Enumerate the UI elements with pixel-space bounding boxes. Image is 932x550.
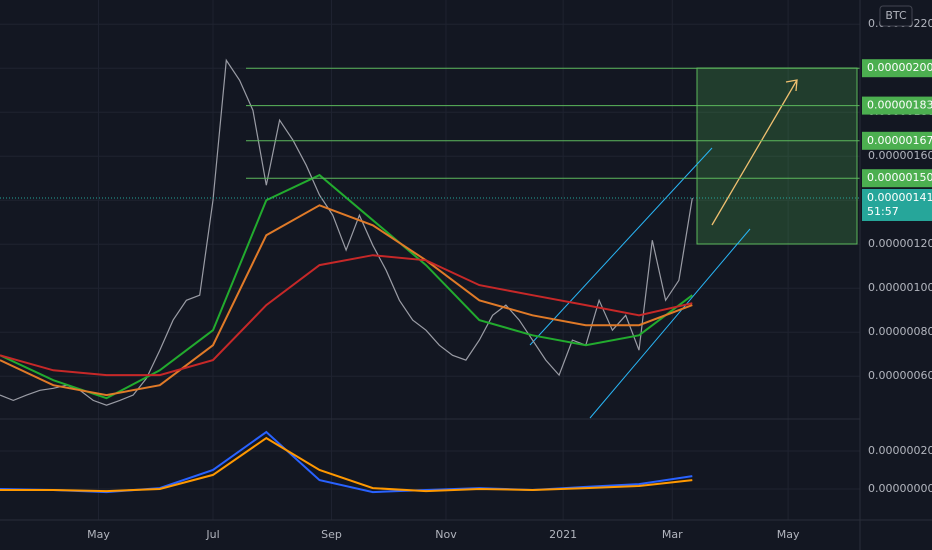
symbol-label[interactable]: BTC [885,9,907,22]
projection-arrow [711,79,798,226]
x-tick-label: May [777,528,800,541]
level-label: 0.00000183 [867,99,932,112]
x-tick-label: Sep [321,528,342,541]
level-badge [862,96,932,115]
level-badge [862,59,932,78]
target-box [696,67,858,245]
level-badge [862,169,932,188]
last-price-badge [862,189,932,221]
level-label: 0.00000167 [867,134,932,147]
level-badge [862,131,932,150]
x-tick-label: 2021 [549,528,577,541]
y-tick-label: 0.00000120 [868,237,932,250]
series-line [0,436,693,493]
y-tick-label: 0.00000020 [868,444,932,457]
price-axis: May Jul Sep Nov 2021 Mar May 0.00000060 0.000000… [87,17,932,541]
y-tick-label: 0.00000100 [868,281,932,294]
series-line [0,58,693,406]
x-tick-label: Nov [435,528,457,541]
y-tick-label: 0.00000160 [868,149,932,162]
countdown: 51:57 [867,205,899,218]
level-label: 0.00000150 [867,171,932,184]
x-tick-label: Jul [205,528,219,541]
y-tick-label: 0.00000080 [868,325,932,338]
channel-upper [529,147,713,346]
series-line [0,204,693,397]
level-label: 0.00000200 [867,61,932,74]
x-tick-label: Mar [662,528,683,541]
last-price-label: 0.00000141 [867,191,932,204]
series-layer [0,58,860,494]
channel-lower [589,228,751,419]
symbol-button[interactable] [879,5,913,27]
series-line [0,254,693,377]
arrow-head [785,79,798,92]
y-tick-label: 0.00000060 [868,369,932,382]
y-tick-label: 0.00000000 [868,482,932,495]
x-tick-label: May [87,528,110,541]
